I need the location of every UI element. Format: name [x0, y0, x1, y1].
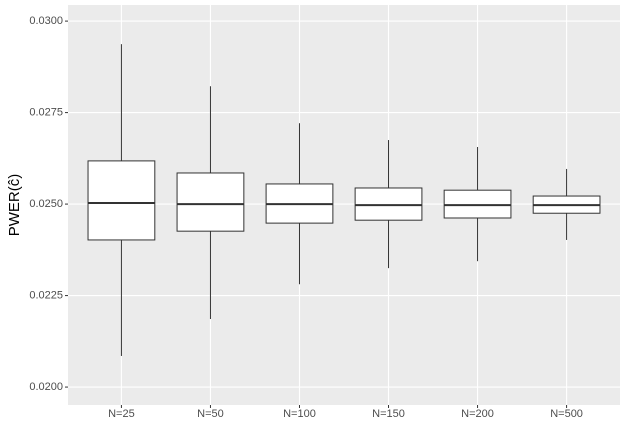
x-tick-label: N=150 [372, 408, 405, 420]
panel [68, 5, 620, 405]
y-tick-label: 0.0300 [29, 15, 63, 27]
x-tick-label: N=500 [550, 408, 583, 420]
box [443, 189, 512, 219]
box [87, 160, 156, 241]
box [354, 187, 423, 221]
y-tick-label: 0.0200 [29, 381, 63, 393]
x-tick-label: N=200 [461, 408, 494, 420]
x-tick-label: N=25 [108, 408, 135, 420]
y-tick-label: 0.0225 [29, 289, 63, 301]
x-tick-label: N=50 [197, 408, 224, 420]
box [176, 172, 245, 232]
y-tick-label: 0.0275 [29, 107, 63, 119]
x-tick-label: N=100 [283, 408, 316, 420]
y-axis-title: PWER(ĉ) [6, 174, 23, 237]
y-tick-label: 0.0250 [29, 198, 63, 210]
